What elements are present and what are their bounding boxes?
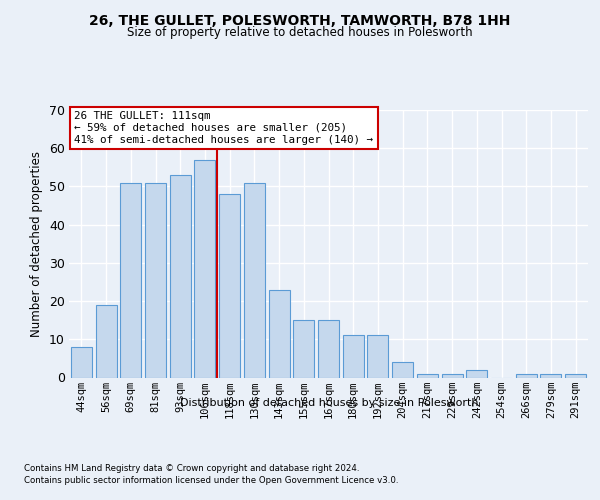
- Bar: [565, 374, 586, 378]
- Bar: [120, 182, 141, 378]
- Bar: [194, 160, 215, 378]
- Bar: [417, 374, 438, 378]
- Bar: [269, 290, 290, 378]
- Bar: [392, 362, 413, 378]
- Bar: [293, 320, 314, 378]
- Text: 26, THE GULLET, POLESWORTH, TAMWORTH, B78 1HH: 26, THE GULLET, POLESWORTH, TAMWORTH, B7…: [89, 14, 511, 28]
- Text: Contains HM Land Registry data © Crown copyright and database right 2024.: Contains HM Land Registry data © Crown c…: [24, 464, 359, 473]
- Text: Contains public sector information licensed under the Open Government Licence v3: Contains public sector information licen…: [24, 476, 398, 485]
- Bar: [442, 374, 463, 378]
- Bar: [145, 182, 166, 378]
- Bar: [71, 347, 92, 378]
- Bar: [466, 370, 487, 378]
- Bar: [367, 336, 388, 378]
- Bar: [219, 194, 240, 378]
- Bar: [516, 374, 537, 378]
- Bar: [95, 305, 116, 378]
- Bar: [244, 182, 265, 378]
- Text: Size of property relative to detached houses in Polesworth: Size of property relative to detached ho…: [127, 26, 473, 39]
- Bar: [343, 336, 364, 378]
- Text: 26 THE GULLET: 111sqm
← 59% of detached houses are smaller (205)
41% of semi-det: 26 THE GULLET: 111sqm ← 59% of detached …: [74, 112, 373, 144]
- Bar: [318, 320, 339, 378]
- Text: Distribution of detached houses by size in Polesworth: Distribution of detached houses by size …: [179, 398, 478, 407]
- Y-axis label: Number of detached properties: Number of detached properties: [30, 151, 43, 337]
- Bar: [170, 175, 191, 378]
- Bar: [541, 374, 562, 378]
